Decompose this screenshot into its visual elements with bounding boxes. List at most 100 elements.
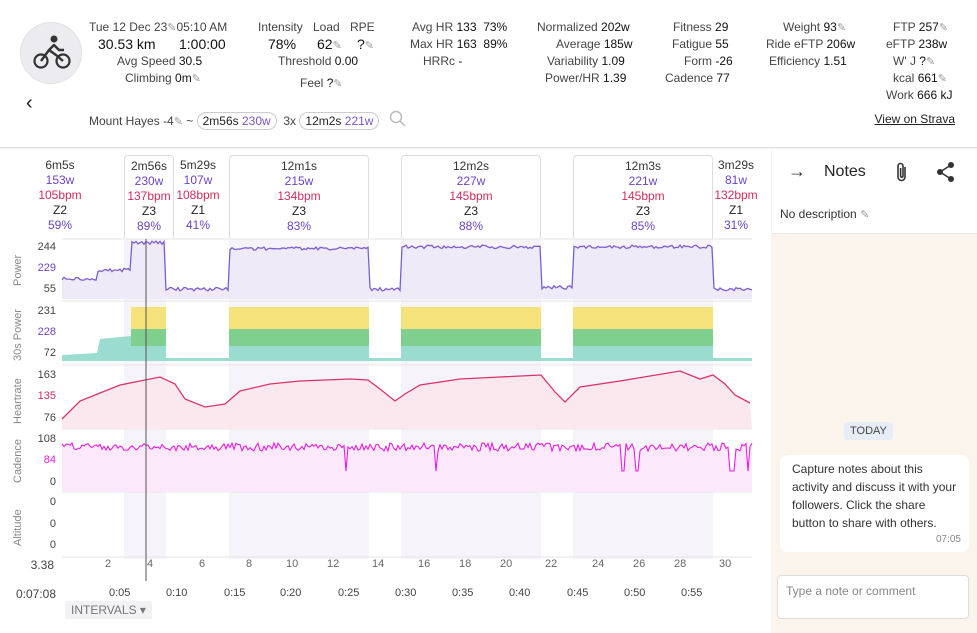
p30-zone-yellow bbox=[229, 307, 369, 329]
w-prime[interactable]: W' J ?✎ bbox=[893, 54, 936, 68]
paperclip-icon[interactable] bbox=[894, 161, 910, 188]
interval-zone: Z1 bbox=[190, 203, 205, 217]
interval-power: 81w bbox=[724, 173, 747, 187]
interval-summary[interactable]: 12m1s 215w 134bpm Z3 83% bbox=[229, 155, 369, 238]
segment-pill-2[interactable]: 12m2s 221w bbox=[299, 112, 380, 130]
interval-hr: 145bpm bbox=[621, 189, 665, 203]
segment-name[interactable]: Mount Hayes -4 bbox=[89, 114, 174, 128]
interval-hr: 132bpm bbox=[714, 188, 758, 202]
km-tick: 2 bbox=[105, 558, 112, 570]
interval-summary[interactable]: 3m29s 81w 132bpm Z1 31% bbox=[706, 155, 766, 235]
interval-dur: 3m29s bbox=[717, 158, 755, 172]
time-tick: 0:50 bbox=[624, 587, 646, 599]
time-tick: 0:20 bbox=[280, 587, 302, 599]
cadence-axis-label: Cadence bbox=[12, 438, 24, 483]
activity-date: Tue 12 Dec 23✎05:10 AM bbox=[89, 20, 228, 34]
interval-power: 215w bbox=[284, 174, 314, 188]
interval-summary[interactable]: 2m56s 230w 137bpm Z3 89% bbox=[124, 155, 174, 238]
p30-low bbox=[541, 358, 573, 361]
load-value[interactable]: 62✎ bbox=[317, 36, 342, 52]
time-tick: 0:05 bbox=[109, 587, 131, 599]
ride-eftp: Ride eFTP 206w bbox=[766, 37, 856, 51]
intensity-value: 78% bbox=[268, 36, 297, 52]
interval-power: 153w bbox=[45, 173, 75, 187]
interval-summary[interactable]: 12m2s 227w 145bpm Z3 88% bbox=[401, 155, 541, 238]
p30-zone-teal bbox=[573, 346, 713, 361]
ftp[interactable]: FTP 257✎ bbox=[893, 20, 949, 34]
km-tick: 8 bbox=[246, 558, 253, 570]
kcal[interactable]: kcal 661✎ bbox=[893, 71, 947, 85]
interval-zone: Z1 bbox=[728, 203, 743, 217]
segment-row: Mount Hayes -4✎ ~ 2m56s 230w 3x 12m2s 22… bbox=[89, 112, 380, 130]
interval-dur: 5m29s bbox=[179, 158, 217, 172]
interval-pct: 31% bbox=[723, 218, 749, 232]
hr-y-top: 163 bbox=[37, 369, 56, 381]
search-icon[interactable] bbox=[389, 110, 407, 133]
interval-summary[interactable]: 12m3s 221w 145bpm Z3 85% bbox=[573, 155, 713, 238]
interval-zone: Z3 bbox=[141, 204, 156, 218]
km-tick: 14 bbox=[372, 558, 385, 570]
p30-y-bot: 72 bbox=[43, 347, 56, 359]
activity-chart-svg[interactable] bbox=[0, 149, 771, 633]
interval-power: 230w bbox=[134, 174, 164, 188]
normalized-power: Normalized 202w bbox=[537, 20, 630, 34]
weight[interactable]: Weight 93✎ bbox=[783, 20, 847, 34]
time-tick: 0:40 bbox=[509, 587, 531, 599]
km-tick: 6 bbox=[199, 558, 206, 570]
p30-y-top: 231 bbox=[37, 305, 56, 317]
arrow-right-icon[interactable]: → bbox=[788, 161, 806, 181]
interval-power: 221w bbox=[628, 174, 658, 188]
km-tick: 10 bbox=[286, 558, 299, 570]
interval-dur: 6m5s bbox=[45, 158, 75, 172]
interval-pct: 83% bbox=[286, 219, 312, 233]
fatigue: Fatigue 55 bbox=[672, 37, 729, 51]
interval-hr: 145bpm bbox=[449, 189, 493, 203]
climbing: Climbing 0m✎ bbox=[125, 71, 201, 85]
load-label: Load bbox=[313, 20, 340, 34]
interval-dur: 12m3s bbox=[624, 159, 662, 173]
notes-header: → Notes No description ✎ bbox=[772, 149, 977, 234]
view-on-strava-link[interactable]: View on Strava bbox=[874, 112, 956, 126]
rpe-value[interactable]: ?✎ bbox=[357, 36, 375, 52]
segment-pill-1[interactable]: 2m56s 230w bbox=[196, 112, 277, 130]
power-area bbox=[62, 241, 752, 299]
heartrate-axis-label: Heartrate bbox=[12, 378, 24, 424]
30s-power-axis-label: 30s Power bbox=[12, 309, 24, 361]
max-hr: Max HR 163 89% bbox=[410, 37, 508, 51]
duration-value: 1:00:00 bbox=[179, 36, 226, 52]
interval-pct: 41% bbox=[185, 218, 211, 232]
p30-zone-green bbox=[573, 329, 713, 346]
interval-dur: 12m2s bbox=[452, 159, 490, 173]
interval-zone: Z3 bbox=[463, 204, 478, 218]
p30-low bbox=[713, 358, 752, 361]
fitness: Fitness 29 bbox=[673, 20, 729, 34]
eftp: eFTP 238w bbox=[886, 37, 948, 51]
interval-zone: Z2 bbox=[52, 203, 67, 217]
interval-hr: 108bpm bbox=[176, 188, 220, 202]
rpe-label: RPE bbox=[350, 20, 375, 34]
feel[interactable]: Feel ?✎ bbox=[300, 76, 343, 90]
hr-area bbox=[62, 371, 752, 429]
interval-summary[interactable]: 5m29s 107w 108bpm Z1 41% bbox=[168, 155, 228, 235]
intensity-label: Intensity bbox=[258, 20, 303, 34]
power-y-mid: 229 bbox=[37, 262, 56, 274]
km-tick: 16 bbox=[418, 558, 431, 570]
notes-title: Notes bbox=[824, 163, 866, 180]
activity-header: ‹ Tue 12 Dec 23✎05:10 AM 30.53 km 1:00:0… bbox=[0, 0, 977, 148]
intervals-dropdown-button[interactable]: INTERVALS ▾ bbox=[65, 601, 152, 619]
p30-ramp bbox=[62, 336, 131, 361]
back-arrow-icon[interactable]: ‹ bbox=[26, 92, 33, 114]
avg-hr: Avg HR 133 73% bbox=[412, 20, 508, 34]
interval-summary[interactable]: 6m5s 153w 105bpm Z2 59% bbox=[30, 155, 90, 235]
p30-zone-teal bbox=[401, 346, 541, 361]
note-input[interactable]: Type a note or comment bbox=[777, 575, 969, 619]
km-tick: 18 bbox=[459, 558, 472, 570]
hr-y-bot: 76 bbox=[43, 412, 56, 424]
km-tick: 24 bbox=[592, 558, 605, 570]
share-icon[interactable] bbox=[936, 161, 956, 188]
p30-zone-teal bbox=[229, 346, 369, 361]
cad-y-mid: 84 bbox=[43, 454, 56, 466]
description[interactable]: No description ✎ bbox=[780, 207, 870, 221]
power-axis-label: Power bbox=[12, 254, 24, 286]
p30-low bbox=[369, 358, 401, 361]
